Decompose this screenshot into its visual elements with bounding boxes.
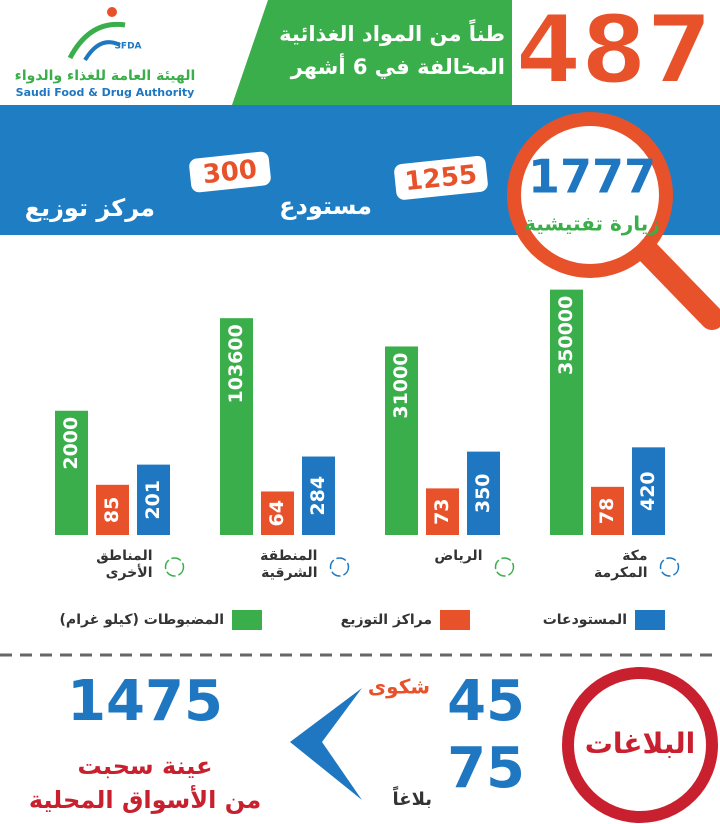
logo-dot xyxy=(107,7,117,17)
chevron xyxy=(290,688,362,800)
samples-line: من الأسواق المحلية xyxy=(29,785,261,814)
logo-arc xyxy=(67,21,126,60)
legend-label: مراكز التوزيع xyxy=(341,612,432,628)
complaints-label: شكوى xyxy=(368,675,430,699)
header-line: طناً من المواد الغذائية xyxy=(279,18,505,46)
bar xyxy=(220,318,253,535)
logo-arc xyxy=(83,40,121,62)
category-label-box: الرياض xyxy=(434,548,483,564)
bar xyxy=(385,346,418,535)
legend-swatch xyxy=(635,610,665,630)
bar xyxy=(261,491,294,535)
reports-title: البلاغات xyxy=(585,727,696,760)
value-label: 78 xyxy=(596,498,618,524)
category-label: المنطقة الشرقية xyxy=(260,548,318,581)
category-label-box: المنطقة الشرقية xyxy=(260,548,318,581)
category-icon xyxy=(164,557,185,577)
category-label-box: مكة المكرمة xyxy=(594,548,648,581)
logo-abbr: SFDA xyxy=(114,42,141,52)
samples-line: عينة سحبت xyxy=(78,752,213,780)
value-label: 31000 xyxy=(390,352,412,418)
header-number: 487 xyxy=(516,0,712,105)
bar xyxy=(426,488,459,535)
bar xyxy=(467,451,500,535)
chart: 420 78 350000 مكة المكرمة 350 73 31000 الرياض 28… xyxy=(55,289,680,630)
reports-number: 75 xyxy=(447,736,525,801)
legend-swatch xyxy=(440,610,470,630)
reports-circle xyxy=(562,667,718,823)
value-label: 420 xyxy=(637,471,659,511)
value-label: 350000 xyxy=(555,296,577,375)
category-label: الرياض xyxy=(434,548,483,564)
bar xyxy=(302,456,335,535)
value-label: 350 xyxy=(472,473,494,513)
bar xyxy=(96,484,129,535)
value-label: 201 xyxy=(142,480,164,520)
bar xyxy=(550,289,583,535)
bar xyxy=(137,464,170,535)
distribution-number: 300 xyxy=(201,155,258,191)
warehouses-label: مستودع xyxy=(279,192,372,220)
bar xyxy=(55,410,88,535)
category-icon xyxy=(494,557,515,577)
distribution-label: مركز توزيع xyxy=(25,194,155,222)
value-label: 64 xyxy=(266,500,288,526)
category-icon xyxy=(329,557,350,577)
visits-label: زيارة تفتيشية xyxy=(524,212,660,236)
legend-label: المستودعات xyxy=(543,612,627,628)
badge xyxy=(394,155,488,200)
logo-name-ar: الهيئة العامة للغذاء والدواء xyxy=(15,68,196,84)
category-label: مكة المكرمة xyxy=(594,548,648,581)
value-label: 103600 xyxy=(225,324,247,403)
header-line: المخالفة في 6 أشهر xyxy=(290,52,505,79)
legend-swatch xyxy=(232,610,262,630)
legend-label: المضبوطات (كيلو غرام) xyxy=(60,612,224,628)
logo-name-en: Saudi Food & Drug Authority xyxy=(16,86,195,99)
category-icon xyxy=(659,557,680,577)
header-band xyxy=(232,0,512,105)
complaints-number: 45 xyxy=(447,669,525,734)
badge xyxy=(189,151,271,193)
bar xyxy=(591,486,624,535)
visits-number: 1777 xyxy=(528,150,656,204)
samples-number: 1475 xyxy=(67,669,223,734)
value-label: 85 xyxy=(101,497,123,523)
value-label: 73 xyxy=(431,498,453,524)
bar xyxy=(632,447,665,535)
reports-label: بلاغاً xyxy=(392,786,432,810)
value-label: 2000 xyxy=(60,417,82,470)
category-label: المناطق الأخرى xyxy=(96,548,153,581)
category-label-box: المناطق الأخرى xyxy=(96,548,153,581)
magnifier xyxy=(507,112,673,278)
value-label: 284 xyxy=(307,476,329,516)
magnifier-handle xyxy=(636,240,720,330)
